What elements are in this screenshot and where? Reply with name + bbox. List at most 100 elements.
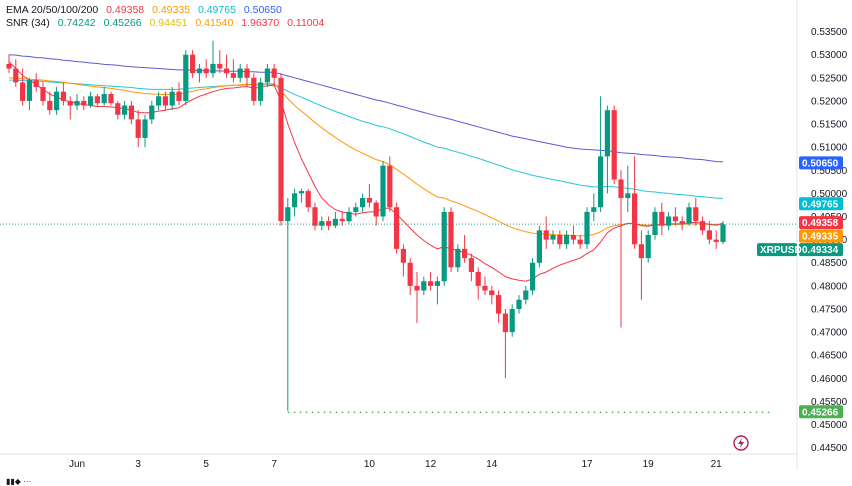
candle-body bbox=[604, 110, 610, 157]
candle-body bbox=[128, 105, 134, 120]
x-tick-label: 12 bbox=[425, 459, 437, 470]
candle-body bbox=[387, 165, 393, 208]
y-tick-label: 0.48500 bbox=[811, 258, 848, 269]
candle-body bbox=[142, 119, 148, 138]
x-tick-label: 10 bbox=[364, 459, 376, 470]
candle-body bbox=[509, 308, 515, 333]
ema200-value: 0.50650 bbox=[243, 4, 282, 16]
ema50-value: 0.49335 bbox=[152, 4, 191, 16]
x-tick-label: 17 bbox=[581, 459, 593, 470]
candle-body bbox=[298, 191, 304, 194]
candle-body bbox=[632, 193, 638, 245]
candle-body bbox=[360, 198, 366, 208]
candle-body bbox=[536, 230, 542, 263]
candle-body bbox=[543, 230, 549, 240]
symbol-tag-box bbox=[757, 243, 797, 257]
candle-body bbox=[706, 230, 712, 240]
candle-body bbox=[448, 211, 454, 268]
candle bbox=[94, 93, 100, 106]
candle bbox=[312, 202, 318, 231]
candle-body bbox=[434, 281, 440, 286]
candle bbox=[598, 96, 604, 212]
candle bbox=[475, 267, 481, 300]
candle bbox=[196, 63, 202, 83]
candle-body bbox=[74, 100, 80, 106]
candle-body bbox=[577, 239, 583, 245]
candle-body bbox=[60, 91, 66, 101]
y-tick-label: 0.44500 bbox=[811, 443, 848, 454]
candle-body bbox=[428, 281, 434, 286]
candle-body bbox=[530, 262, 536, 291]
candle bbox=[88, 91, 94, 108]
candle-body bbox=[122, 105, 128, 115]
candle-body bbox=[570, 235, 576, 240]
candle bbox=[271, 63, 277, 88]
candle-body bbox=[693, 207, 699, 222]
candle bbox=[108, 91, 114, 106]
candle-body bbox=[366, 198, 372, 203]
candle-body bbox=[496, 295, 502, 314]
candle bbox=[353, 202, 359, 217]
candle bbox=[81, 96, 87, 111]
candle bbox=[564, 230, 570, 249]
candle bbox=[60, 82, 66, 106]
candle bbox=[584, 207, 590, 249]
y-tick-label: 0.47500 bbox=[811, 304, 848, 315]
y-tick-label: 0.45000 bbox=[811, 420, 848, 431]
candle-body bbox=[264, 68, 270, 83]
time-axis[interactable]: Jun 3 5 7 10 12 14 17 19 21 bbox=[69, 459, 722, 470]
candle-body bbox=[26, 80, 32, 101]
candle bbox=[516, 295, 522, 314]
price-tag-box bbox=[799, 156, 843, 170]
price-tag-value: 0.49358 bbox=[802, 218, 839, 229]
candle-body bbox=[720, 224, 726, 242]
candle-body bbox=[373, 202, 379, 217]
candle-body bbox=[176, 91, 182, 101]
candle bbox=[394, 202, 400, 254]
candle bbox=[74, 93, 80, 111]
candle bbox=[224, 54, 230, 78]
candle-body bbox=[326, 221, 332, 226]
ema20-value: 0.49358 bbox=[106, 4, 145, 16]
x-tick-label: 5 bbox=[203, 459, 209, 470]
candle bbox=[604, 105, 610, 194]
candle-body bbox=[523, 290, 529, 300]
candle-body bbox=[475, 271, 481, 286]
candle bbox=[700, 216, 706, 235]
candle-body bbox=[516, 299, 522, 309]
candle-body bbox=[550, 235, 556, 240]
price-tag-box bbox=[799, 229, 843, 243]
x-tick-label: 19 bbox=[643, 459, 655, 470]
snr-value-1: 0.74242 bbox=[57, 17, 96, 29]
candle-body bbox=[353, 207, 359, 212]
candle bbox=[407, 258, 413, 296]
candle-body bbox=[339, 218, 345, 222]
candle bbox=[339, 211, 345, 226]
candle-body bbox=[305, 191, 311, 208]
y-tick-label: 0.53500 bbox=[811, 27, 848, 38]
candle bbox=[54, 87, 60, 115]
candle bbox=[434, 276, 440, 305]
candle bbox=[543, 216, 549, 249]
candle bbox=[33, 73, 39, 92]
candle bbox=[530, 258, 536, 296]
candle bbox=[183, 50, 189, 106]
candle bbox=[482, 276, 488, 296]
candle-body bbox=[94, 96, 100, 104]
candle bbox=[135, 110, 141, 148]
candle-body bbox=[666, 216, 672, 226]
candle-body bbox=[292, 193, 298, 208]
candle bbox=[380, 161, 386, 222]
candle-body bbox=[652, 211, 658, 235]
candle-body bbox=[217, 63, 223, 69]
ema100-line bbox=[9, 79, 724, 199]
ema100-value: 0.49765 bbox=[197, 4, 236, 16]
candle-body bbox=[584, 211, 590, 245]
candle-body bbox=[278, 77, 284, 222]
y-tick-label: 0.46000 bbox=[811, 374, 848, 385]
candle bbox=[366, 184, 372, 208]
candle bbox=[387, 156, 393, 212]
candle bbox=[176, 82, 182, 106]
candle-body bbox=[618, 179, 624, 199]
